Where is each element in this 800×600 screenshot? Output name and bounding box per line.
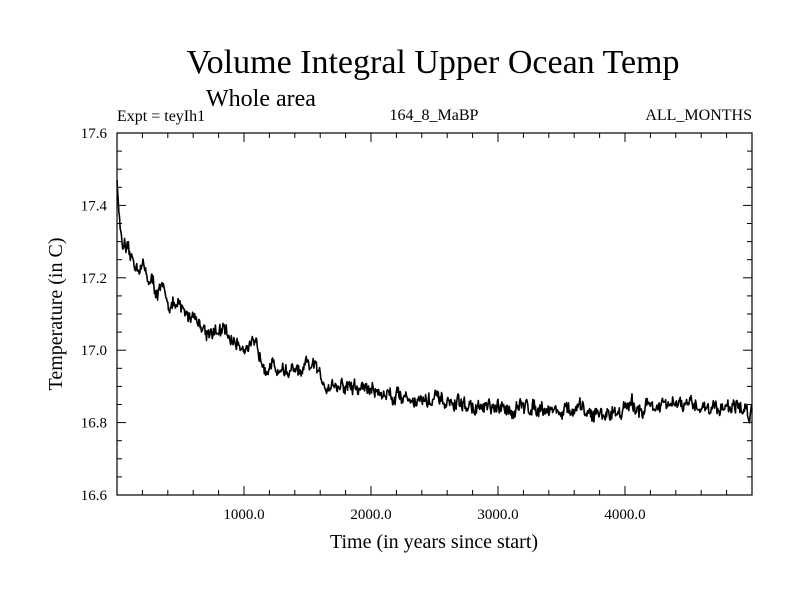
y-tick-label: 16.6 — [81, 488, 108, 504]
y-tick-labels: 16.6 16.8 17.0 17.2 17.4 17.6 — [81, 126, 108, 504]
chart-title: Volume Integral Upper Ocean Temp — [187, 44, 680, 81]
x-tick-label: 1000.0 — [223, 507, 264, 523]
y-tick-label: 17.2 — [81, 271, 107, 287]
plot-frame — [116, 132, 753, 496]
months-label: ALL_MONTHS — [645, 107, 752, 124]
temperature-series-line — [116, 180, 753, 424]
axis-ticks — [117, 132, 752, 496]
period-label: 164_8_MaBP — [390, 107, 479, 124]
y-axis-label: Temperature (in C) — [45, 238, 67, 391]
x-tick-label: 4000.0 — [604, 507, 645, 523]
y-tick-label: 17.0 — [81, 343, 107, 359]
y-tick-label: 17.4 — [81, 198, 108, 214]
x-tick-labels: 1000.0 2000.0 3000.0 4000.0 — [223, 507, 645, 523]
x-tick-label: 3000.0 — [477, 507, 518, 523]
experiment-label: Expt = teyIh1 — [117, 108, 205, 125]
chart-subtitle: Whole area — [206, 86, 316, 112]
x-axis-label: Time (in years since start) — [330, 531, 538, 553]
y-tick-label: 16.8 — [81, 416, 107, 432]
y-tick-label: 17.6 — [81, 126, 108, 142]
x-tick-label: 2000.0 — [350, 507, 391, 523]
